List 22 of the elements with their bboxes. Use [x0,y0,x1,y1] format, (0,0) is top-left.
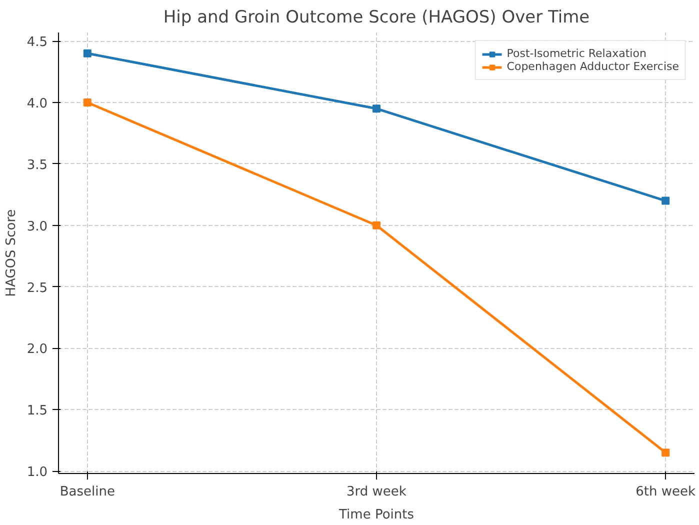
point [662,448,670,457]
legend-label: Copenhagen Adductor Exercise [506,60,679,73]
x-axis-title: Time Points [338,508,414,522]
point [372,104,380,113]
point [662,196,670,205]
x-tick-label: Baseline [60,484,115,500]
y-tick-label: 1.0 [26,465,48,480]
chart-title: Hip and Groin Outcome Score (HAGOS) Over Time [163,8,590,28]
x-tick-label: 6th week [636,484,696,500]
y-tick-label: 4.5 [26,35,48,50]
y-tick-label: 3.0 [26,219,48,234]
point [372,221,380,230]
legend-label: Post-Isometric Relaxation [506,47,646,60]
point [83,49,92,58]
y-tick-label: 1.5 [26,404,48,419]
y-tick-label: 3.5 [26,158,48,173]
y-tick-label: 2.0 [26,342,48,358]
y-tick-label: 4.0 [26,96,48,112]
point [83,98,92,107]
x-tick-label: 3rd week [346,484,407,500]
y-axis-title: HAGOS Score [4,209,19,297]
y-tick-label: 2.5 [26,280,48,296]
